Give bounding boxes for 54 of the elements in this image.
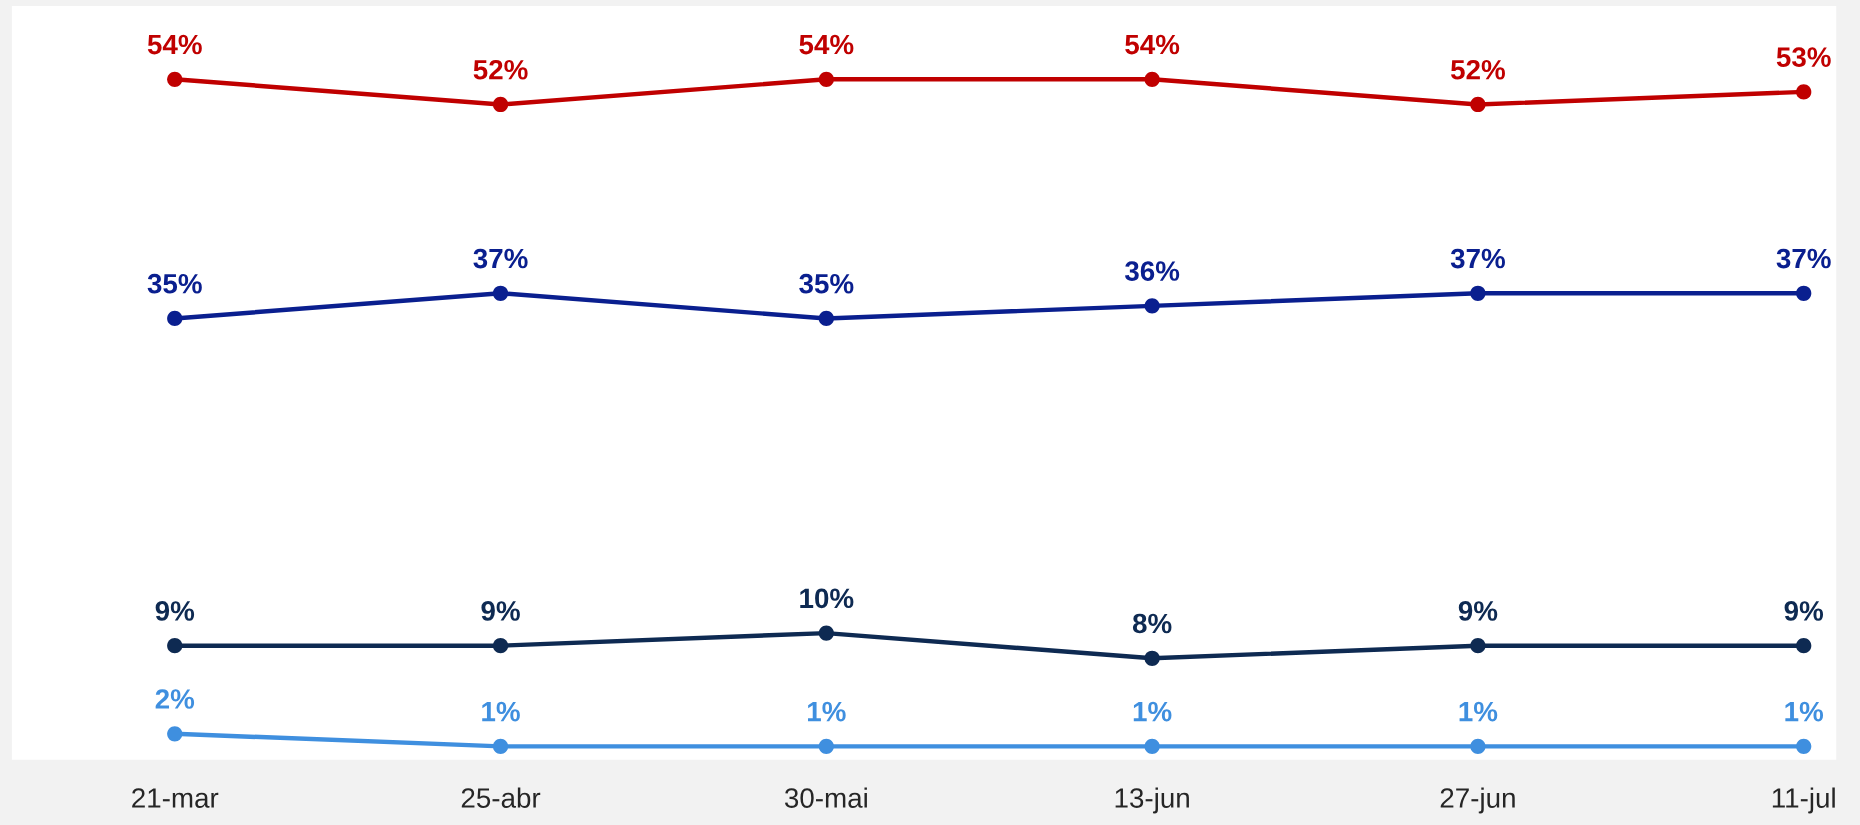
point <box>167 310 183 327</box>
point <box>1796 738 1812 755</box>
point <box>818 738 834 755</box>
data-label: 8% <box>1132 613 1172 634</box>
point <box>492 96 509 113</box>
x-tick-label: 25-abr <box>461 787 541 808</box>
point <box>492 738 509 755</box>
data-label: 1% <box>482 701 520 722</box>
data-label: 54% <box>799 34 854 55</box>
data-label: 36% <box>1124 261 1180 281</box>
x-tick-label: 11-jul <box>1772 787 1835 814</box>
point <box>1144 650 1160 666</box>
point <box>1470 285 1486 301</box>
point <box>1796 638 1812 654</box>
x-tick-label: 21-mar <box>132 788 219 808</box>
point <box>167 638 183 654</box>
data-label: 37% <box>1450 248 1505 269</box>
point <box>818 625 834 641</box>
data-label: 52% <box>1450 59 1505 80</box>
data-label: 9% <box>1784 601 1824 621</box>
point <box>167 726 183 742</box>
point <box>818 71 834 87</box>
point <box>492 638 509 654</box>
point <box>492 285 509 301</box>
data-label: 53% <box>1776 47 1831 67</box>
point <box>1470 96 1486 113</box>
data-label: 9% <box>1458 601 1498 621</box>
data-label: 10% <box>800 588 854 609</box>
point <box>818 310 834 327</box>
point <box>1144 71 1160 87</box>
data-label: 1% <box>1785 701 1824 722</box>
data-label: 2% <box>155 689 195 709</box>
data-label: 37% <box>473 248 528 269</box>
data-label: 35% <box>147 273 202 294</box>
data-label: 9% <box>155 601 195 621</box>
point <box>1796 285 1812 301</box>
point <box>1470 638 1486 654</box>
data-label: 1% <box>1459 701 1498 722</box>
point <box>1796 84 1812 100</box>
data-label: 35% <box>799 273 854 294</box>
x-tick-label: 27-jun <box>1440 787 1515 814</box>
x-tick-label: 30-mai <box>784 787 867 808</box>
data-label: 1% <box>1133 701 1172 722</box>
point <box>1144 738 1160 755</box>
data-label: 54% <box>147 34 202 55</box>
point <box>167 71 183 87</box>
data-label: 54% <box>1125 34 1180 55</box>
data-label: 52% <box>473 59 528 80</box>
data-label: 9% <box>481 601 520 621</box>
data-label: 37% <box>1776 248 1831 269</box>
data-label: 1% <box>808 701 846 722</box>
point <box>1144 298 1160 314</box>
x-tick-label: 13-jun <box>1115 787 1189 814</box>
point <box>1470 738 1486 755</box>
